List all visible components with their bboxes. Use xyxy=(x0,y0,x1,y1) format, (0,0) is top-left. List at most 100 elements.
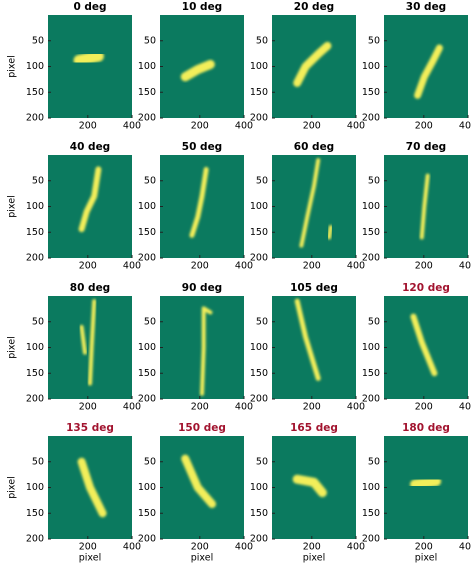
y-tick-label: 200 xyxy=(26,394,44,405)
y-tick-label: 200 xyxy=(362,113,380,124)
y-tick-label: 100 xyxy=(26,61,44,72)
y-tick-label: 150 xyxy=(138,508,156,519)
y-tick-label: 150 xyxy=(250,87,268,98)
y-tick-label: 150 xyxy=(362,87,380,98)
y-tick-label: 200 xyxy=(26,113,44,124)
y-tick-label: 100 xyxy=(138,201,156,212)
y-tick-label: 200 xyxy=(138,113,156,124)
x-tick-label: 400 xyxy=(347,542,365,553)
x-tick-label: 400 xyxy=(459,261,471,272)
panel-title: 105 deg xyxy=(290,282,338,294)
y-tick-label: 50 xyxy=(368,316,380,327)
y-tick-label: 100 xyxy=(138,61,156,72)
y-tick-label: 100 xyxy=(138,342,156,353)
panel-title: 50 deg xyxy=(182,141,222,153)
x-tick-label: 400 xyxy=(123,402,141,413)
y-tick-label: 100 xyxy=(26,342,44,353)
panel: 90 deg 50 100 150 200 200 400 xyxy=(138,282,253,413)
y-tick-label: 200 xyxy=(362,253,380,264)
streak xyxy=(73,50,104,66)
x-tick-label: 200 xyxy=(79,261,97,272)
x-axis-label: pixel xyxy=(303,553,325,564)
y-tick-label: 150 xyxy=(362,227,380,238)
streak xyxy=(419,173,430,240)
x-tick-label: 200 xyxy=(79,402,97,413)
y-tick-label: 50 xyxy=(144,175,156,186)
x-tick-label: 200 xyxy=(303,261,321,272)
streak xyxy=(189,166,209,238)
y-tick-label: 150 xyxy=(250,508,268,519)
y-tick-label: 150 xyxy=(362,508,380,519)
y-tick-label: 50 xyxy=(144,35,156,46)
x-axis-label: pixel xyxy=(415,553,437,564)
panel-title: 150 deg xyxy=(178,422,226,434)
x-tick-label: 200 xyxy=(191,542,209,553)
y-tick-label: 200 xyxy=(250,394,268,405)
panel-title: 165 deg xyxy=(290,422,338,434)
y-tick-label: 50 xyxy=(32,175,44,186)
panel-title: 60 deg xyxy=(294,141,334,153)
y-tick-label: 200 xyxy=(250,534,268,545)
y-tick-label: 200 xyxy=(138,394,156,405)
panel: 30 deg 50 100 150 200 200 400 xyxy=(362,1,471,132)
y-tick-label: 100 xyxy=(250,342,268,353)
x-tick-label: 400 xyxy=(347,402,365,413)
x-axis-label: pixel xyxy=(191,553,213,564)
y-tick-label: 200 xyxy=(26,534,44,545)
panel: 165 deg 50 100 150 200 200 400 pixel xyxy=(250,422,365,564)
image-background xyxy=(48,15,132,118)
y-tick-label: 150 xyxy=(26,227,44,238)
x-axis-label: pixel xyxy=(79,553,101,564)
y-tick-label: 150 xyxy=(26,508,44,519)
streak xyxy=(299,158,321,248)
y-tick-label: 50 xyxy=(256,35,268,46)
y-tick-label: 150 xyxy=(138,87,156,98)
streak xyxy=(294,298,321,381)
y-tick-label: 50 xyxy=(144,456,156,467)
x-tick-label: 400 xyxy=(459,542,471,553)
y-tick-label: 100 xyxy=(250,201,268,212)
panel: 20 deg 50 100 150 200 200 400 xyxy=(250,1,365,132)
y-tick-label: 150 xyxy=(138,368,156,379)
panel: 70 deg 50 100 150 200 200 400 xyxy=(362,141,471,272)
y-tick-label: 50 xyxy=(256,175,268,186)
y-tick-label: 100 xyxy=(250,61,268,72)
x-tick-label: 200 xyxy=(79,542,97,553)
panel-title: 90 deg xyxy=(182,282,222,294)
x-tick-label: 400 xyxy=(123,261,141,272)
y-tick-label: 50 xyxy=(368,456,380,467)
streak xyxy=(200,306,213,396)
y-tick-label: 50 xyxy=(368,35,380,46)
panel-title: 10 deg xyxy=(182,1,222,13)
y-axis-label: pixel xyxy=(7,476,18,498)
x-tick-label: 400 xyxy=(235,402,253,413)
streak xyxy=(77,457,107,518)
streak xyxy=(78,166,102,233)
y-tick-label: 150 xyxy=(26,87,44,98)
x-tick-label: 400 xyxy=(235,121,253,132)
y-tick-label: 150 xyxy=(362,368,380,379)
y-axis-label: pixel xyxy=(7,336,18,358)
y-tick-label: 200 xyxy=(138,534,156,545)
y-tick-label: 100 xyxy=(138,482,156,493)
x-tick-label: 200 xyxy=(191,121,209,132)
y-tick-label: 50 xyxy=(32,456,44,467)
panel-title: 70 deg xyxy=(406,141,446,153)
y-tick-label: 50 xyxy=(256,456,268,467)
y-tick-label: 150 xyxy=(250,227,268,238)
y-tick-label: 200 xyxy=(138,253,156,264)
streak xyxy=(181,454,217,508)
y-tick-label: 200 xyxy=(362,394,380,405)
streak xyxy=(410,476,442,490)
panel-title: 40 deg xyxy=(70,141,110,153)
panel: 180 deg 50 100 150 200 200 400 pixel xyxy=(362,422,471,564)
y-tick-label: 100 xyxy=(26,201,44,212)
x-tick-label: 400 xyxy=(123,542,141,553)
y-tick-label: 150 xyxy=(250,368,268,379)
x-tick-label: 200 xyxy=(303,121,321,132)
panel: 135 deg 50 100 150 200 200 400 pixel pixel xyxy=(7,422,142,564)
y-axis-label: pixel xyxy=(7,55,18,77)
y-tick-label: 150 xyxy=(138,227,156,238)
y-tick-label: 150 xyxy=(26,368,44,379)
